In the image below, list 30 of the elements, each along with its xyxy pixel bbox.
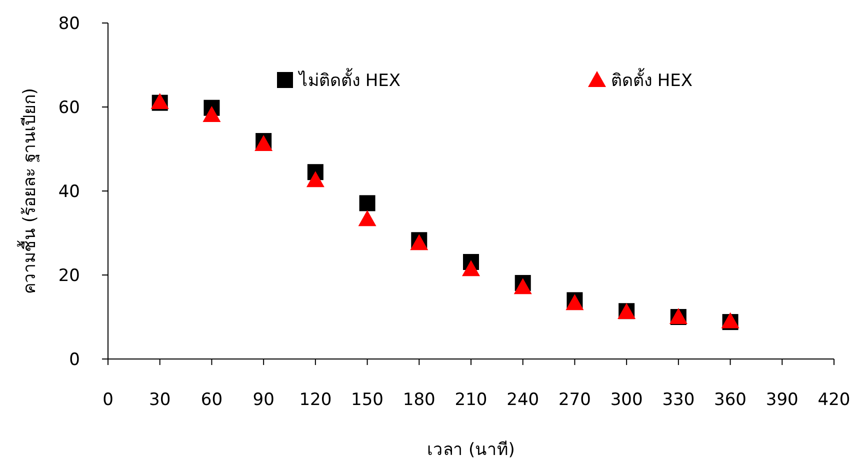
y-tick-label: 60 [58,98,80,118]
y-tick-label: 40 [58,182,80,202]
y-tick-label: 80 [58,14,80,34]
x-tick-label: 210 [454,390,488,410]
x-tick-label: 30 [149,390,171,410]
x-tick-label: 150 [351,390,384,410]
point [202,106,221,122]
x-tick-label: 330 [662,390,695,410]
x-tick-label: 270 [558,390,591,410]
y-tick-label: 20 [58,266,80,286]
x-tick-label: 90 [252,390,274,410]
point [358,210,376,226]
y-tick-label: 0 [69,350,80,370]
x-tick-label: 390 [766,390,798,410]
point [462,260,480,276]
legend-label: ไม่ติดตั้ง HEX [297,68,401,91]
x-tick-label: 120 [299,390,332,410]
point [514,278,532,294]
x-tick-label: 60 [200,390,223,410]
point [359,195,376,212]
x-tick-label: 420 [818,390,850,410]
y-axis-title: ความชื้น (ร้อยละ ฐานเปียก) [17,88,40,294]
x-tick-label: 240 [506,390,540,410]
point [306,171,324,188]
x-tick-label: 300 [610,390,643,410]
x-tick-label: 360 [714,390,747,410]
x-axis-title: เวลา (นาที) [427,440,515,460]
x-tick-label: 0 [102,390,114,410]
legend-label: ติดตั้ง HEX [611,68,693,91]
x-tick-label: 180 [402,390,436,410]
